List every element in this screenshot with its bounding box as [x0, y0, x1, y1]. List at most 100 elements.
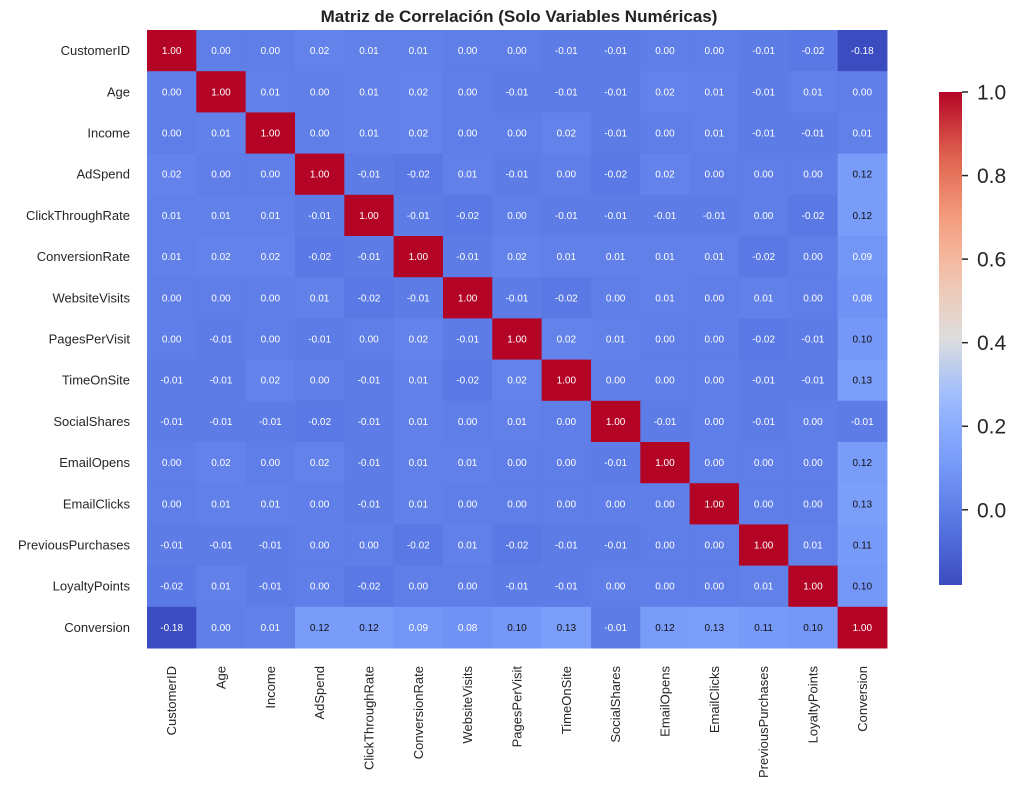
- heatmap-cell: [738, 606, 789, 649]
- cell-value-label: -0.02: [358, 582, 381, 593]
- row-tick-label: LoyaltyPoints: [53, 579, 131, 594]
- heatmap-cell: [344, 359, 395, 402]
- cell-value-label: 0.00: [162, 129, 182, 140]
- cell-value-label: -0.01: [752, 129, 775, 140]
- row-tick-label: CustomerID: [61, 43, 130, 58]
- heatmap-cell: [837, 483, 888, 525]
- heatmap-cell: [393, 483, 444, 525]
- heatmap-cell: [738, 359, 789, 402]
- heatmap-cell: [640, 112, 691, 155]
- cell-value-label: 0.10: [803, 623, 823, 634]
- cell-value-label: 0.00: [705, 417, 725, 428]
- heatmap-cell: [738, 30, 789, 72]
- cell-value-label: 0.02: [162, 170, 182, 181]
- cell-value-label: 0.00: [507, 46, 527, 57]
- cell-value-label: 0.00: [458, 499, 478, 510]
- heatmap-cell: [245, 153, 296, 196]
- cell-value-label: 0.00: [754, 211, 774, 222]
- heatmap-cell: [147, 483, 197, 525]
- cell-value-label: 0.00: [310, 129, 330, 140]
- cell-value-label: -0.01: [308, 211, 331, 222]
- cell-value-label: 0.00: [507, 499, 527, 510]
- cell-value-label: -0.01: [604, 211, 627, 222]
- heatmap-cell: [492, 359, 543, 402]
- heatmap-cell: [147, 359, 197, 402]
- cell-value-label: 0.01: [557, 252, 577, 263]
- heatmap-cell: [245, 359, 296, 402]
- cell-value-label: 0.00: [507, 458, 527, 469]
- cell-value-label: 0.01: [211, 129, 231, 140]
- heatmap-cell: [294, 606, 345, 649]
- heatmap-cell: [541, 153, 592, 196]
- cell-value-label: 0.12: [359, 623, 379, 634]
- heatmap-cell: [245, 71, 296, 113]
- cell-value-label: 0.00: [211, 170, 231, 181]
- column-tick-label: EmailOpens: [657, 666, 672, 737]
- heatmap-cell: [147, 30, 197, 72]
- cell-value-label: 0.02: [557, 335, 577, 346]
- column-tick-label: ClickThroughRate: [361, 666, 376, 770]
- cell-value-label: 0.01: [754, 582, 774, 593]
- column-labels: CustomerID Age Income AdSpend ClickThroughRa…: [164, 666, 870, 778]
- cell-value-label: 0.01: [458, 170, 478, 181]
- heatmap-cell: [837, 524, 888, 567]
- cell-value-label: 0.01: [409, 46, 429, 57]
- heatmap-cell: [294, 153, 345, 196]
- heatmap-cell: [294, 483, 345, 525]
- heatmap-cell: [147, 112, 197, 155]
- heatmap-cell: [590, 277, 641, 319]
- cell-value-label: 0.01: [261, 211, 281, 222]
- cell-value-label: 1.00: [162, 46, 182, 57]
- row-tick-label: Age: [107, 84, 130, 99]
- cell-value-label: -0.01: [358, 252, 381, 263]
- cell-value-label: 0.00: [655, 376, 675, 387]
- heatmap-cell: [442, 606, 493, 649]
- column-tick-label: LoyaltyPoints: [805, 666, 820, 744]
- heatmap-cell: [788, 359, 839, 402]
- heatmap-cell: [442, 400, 493, 443]
- column-tick-label: PreviousPurchases: [756, 666, 771, 778]
- heatmap-cell: [837, 30, 888, 72]
- heatmap-cell: [294, 30, 345, 72]
- cell-value-label: 0.00: [261, 293, 281, 304]
- row-tick-label: Income: [87, 126, 130, 141]
- heatmap-cell: [738, 194, 789, 237]
- heatmap-cell: [492, 277, 543, 319]
- heatmap-cell: [492, 565, 543, 608]
- heatmap-cell: [541, 565, 592, 608]
- cell-value-label: 0.00: [261, 46, 281, 57]
- heatmap-cell: [590, 565, 641, 608]
- heatmap-cell: [738, 153, 789, 196]
- cell-value-label: 0.12: [853, 458, 873, 469]
- heatmap-cell: [442, 153, 493, 196]
- cell-value-label: 0.00: [803, 417, 823, 428]
- cell-value-label: 1.00: [211, 87, 231, 98]
- cell-value-label: 0.00: [705, 293, 725, 304]
- heatmap-cell: [492, 236, 543, 278]
- heatmap-cell: [788, 194, 839, 237]
- cell-value-label: 1.00: [359, 211, 379, 222]
- heatmap-cell: [442, 194, 493, 237]
- cell-value-label: 0.00: [754, 458, 774, 469]
- cell-value-label: -0.02: [160, 582, 183, 593]
- heatmap-cell: [492, 318, 543, 361]
- heatmap-cell: [590, 483, 641, 525]
- heatmap-cell: [788, 524, 839, 567]
- heatmap-cell: [344, 194, 395, 237]
- cell-value-label: 0.00: [754, 170, 774, 181]
- heatmap-cell: [245, 194, 296, 237]
- heatmap-cell: [245, 565, 296, 608]
- cell-value-label: -0.01: [210, 335, 233, 346]
- heatmap-cell: [788, 153, 839, 196]
- cell-value-label: 0.12: [655, 623, 675, 634]
- heatmap-cell: [689, 442, 740, 484]
- heatmap-cell: [492, 524, 543, 567]
- heatmap-cell: [640, 359, 691, 402]
- cell-value-label: -0.01: [604, 87, 627, 98]
- cell-value-label: -0.01: [358, 499, 381, 510]
- heatmap-cell: [245, 277, 296, 319]
- heatmap-cell: [541, 359, 592, 402]
- cell-value-label: 0.00: [310, 582, 330, 593]
- heatmap-cell: [245, 483, 296, 525]
- cell-value-label: -0.01: [802, 335, 825, 346]
